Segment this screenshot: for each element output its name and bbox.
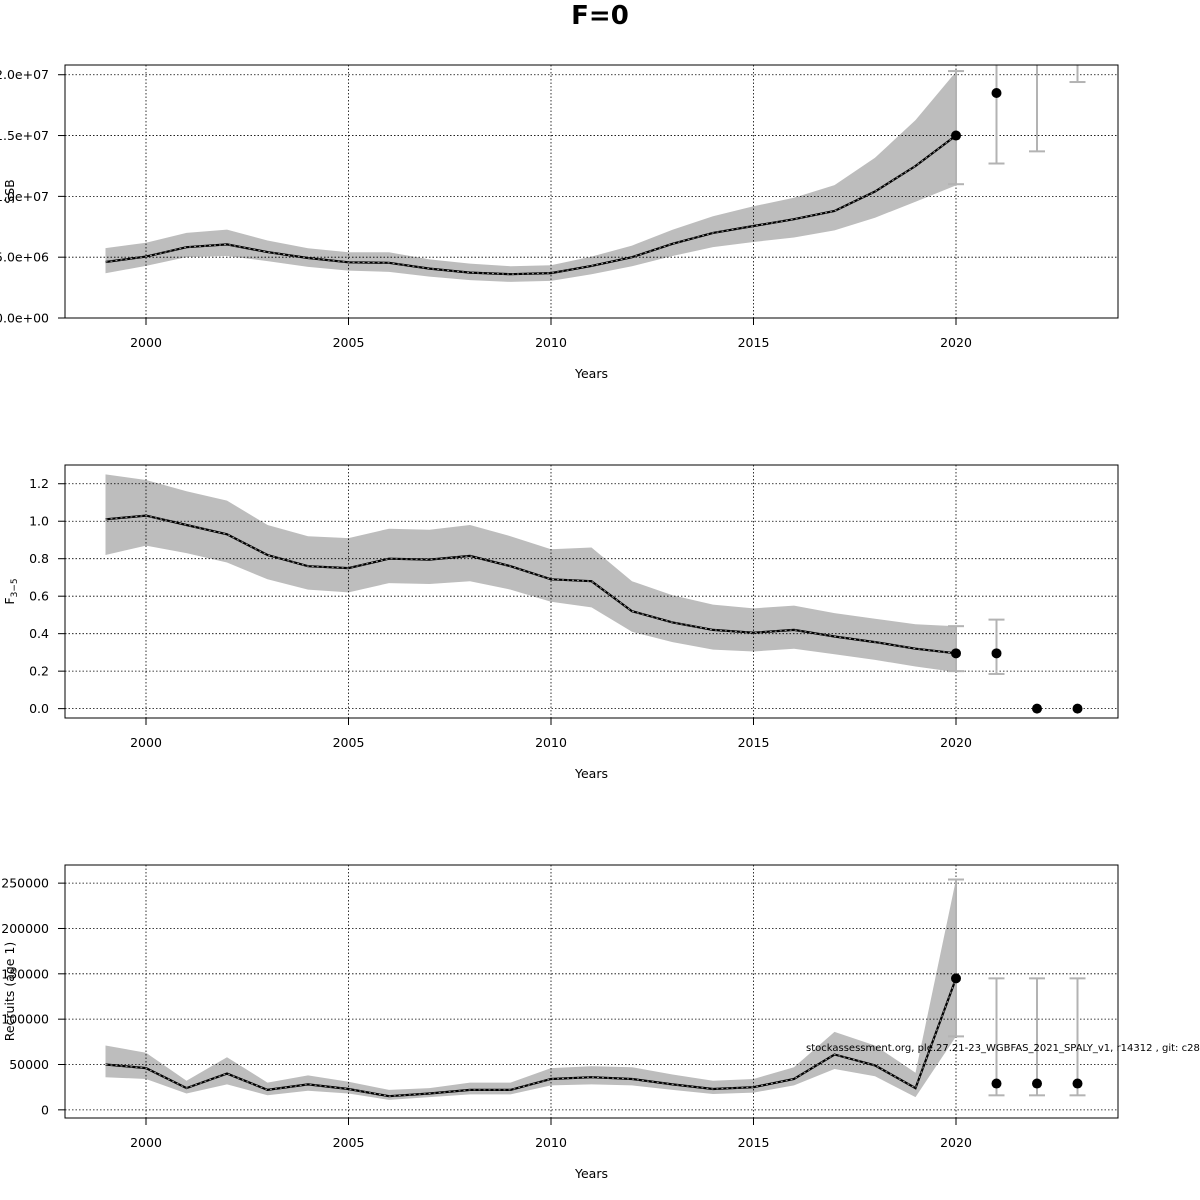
- x-axis-label-1: Years: [574, 366, 608, 381]
- y-axis-label-subscript: 3−5: [10, 578, 20, 597]
- x-tick-label-2015: 2015: [738, 1135, 770, 1150]
- x-tick-label-2015: 2015: [738, 335, 770, 350]
- estimate-line-dash: [105, 515, 957, 654]
- forecast-point-2023: [1072, 703, 1083, 714]
- forecast-point-2020: [951, 973, 961, 984]
- x-tick-label-2005: 2005: [333, 735, 365, 750]
- y-tick-label-0.2: 0.2: [29, 664, 49, 679]
- y-axis-label-3: Recruits (age 1): [2, 942, 17, 1042]
- plot-area-1: [65, 33, 1118, 318]
- plot-frame-3: [64, 864, 1119, 1119]
- forecast-point-2020: [951, 648, 961, 659]
- panel-1: 2000 2005 2010 2015 2020 0.0e+00 5.0e+06 1.0e+0…: [0, 33, 1119, 381]
- plot-frame-2: [64, 464, 1119, 719]
- y-tick-label-1.0: 1.0: [29, 514, 49, 529]
- forecast-point-2021: [991, 1078, 1002, 1089]
- y-tick-label-0.0e+00: 0.0e+00: [0, 311, 49, 326]
- y-tick-label-1.2: 1.2: [29, 476, 49, 491]
- footnote: stockassessment.org, ple.27.21-23_WGBFAS…: [806, 1043, 1200, 1054]
- y-tick-label-100000: 100000: [1, 1012, 49, 1027]
- forecast-point-2022: [1032, 33, 1042, 43]
- estimate-line: [105, 134, 957, 276]
- y-tick-label-150000: 150000: [1, 966, 49, 981]
- panels: 2000 2005 2010 2015 2020 0.0e+00 5.0e+06 1.0e+0…: [0, 33, 1119, 1181]
- figure-title: F=0: [571, 1, 629, 31]
- x-tick-label-2010: 2010: [535, 1135, 567, 1150]
- forecast-point-2022: [1032, 1078, 1042, 1089]
- y-tick-label-1.0e+07: 1.0e+07: [0, 189, 49, 204]
- y-tick-label-1.5e+07: 1.5e+07: [0, 128, 49, 143]
- y-tick-label-2.0e+07: 2.0e+07: [0, 67, 49, 82]
- y-tick-label-50000: 50000: [9, 1057, 49, 1072]
- x-tick-label-2005: 2005: [333, 1135, 365, 1150]
- plot-frame-1: [64, 64, 1119, 319]
- x-tick-label-2005: 2005: [333, 335, 365, 350]
- x-tick-label-2010: 2010: [535, 335, 567, 350]
- x-tick-label-2000: 2000: [130, 1135, 162, 1150]
- plot-area-2: [65, 465, 1118, 718]
- forecast-point-2022: [1032, 703, 1042, 714]
- x-axis-label-2: Years: [574, 766, 608, 781]
- y-tick-label-0.6: 0.6: [29, 589, 49, 604]
- y-tick-label-0: 0: [41, 1102, 49, 1117]
- panel-2: 2000 2005 2010 2015 2020 0.0 0.2 0.4 0.6 0.8 1.0 1.…: [2, 464, 1119, 781]
- x-tick-label-2010: 2010: [535, 735, 567, 750]
- forecast-point-2023: [1072, 1078, 1083, 1089]
- y-tick-label-0.4: 0.4: [29, 626, 49, 641]
- y-axis-label-2: F3−5: [2, 578, 20, 604]
- forecast-point-2021: [991, 87, 1002, 98]
- y-tick-label-200000: 200000: [1, 921, 49, 936]
- confidence-band: [105, 879, 956, 1100]
- y-axis-label-1: SSB: [2, 179, 17, 203]
- x-tick-label-2000: 2000: [130, 735, 162, 750]
- x-tick-label-2020: 2020: [940, 335, 972, 350]
- y-tick-label-5.0e+06: 5.0e+06: [0, 250, 49, 265]
- x-tick-label-2015: 2015: [738, 735, 770, 750]
- y-tick-label-250000: 250000: [1, 876, 49, 891]
- confidence-band: [105, 71, 956, 282]
- x-tick-label-2020: 2020: [940, 735, 972, 750]
- panel-3: 2000 2005 2010 2015 2020 0 50000 100000 150000 20…: [1, 864, 1119, 1181]
- y-tick-label-0.8: 0.8: [29, 551, 49, 566]
- forecast-point-2021: [991, 648, 1002, 659]
- y-tick-label-0.0: 0.0: [29, 701, 49, 716]
- forecast-point-2020: [951, 130, 961, 141]
- x-tick-label-2020: 2020: [940, 1135, 972, 1150]
- x-axis-label-3: Years: [574, 1166, 608, 1181]
- plot-area-3: [65, 865, 1118, 1118]
- estimate-line-dash: [105, 978, 957, 1097]
- x-tick-label-2000: 2000: [130, 335, 162, 350]
